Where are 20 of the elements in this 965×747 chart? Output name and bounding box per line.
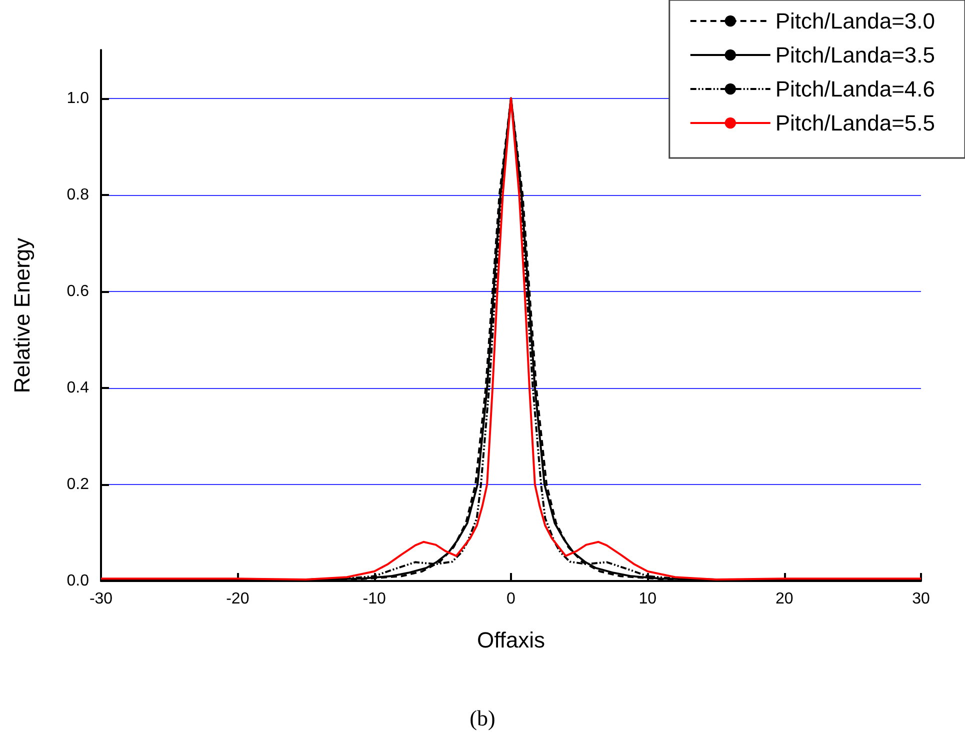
y-tick-label: 0.6 xyxy=(66,282,90,300)
x-axis-title: Offaxis xyxy=(476,628,546,652)
legend-label: Pitch/Landa=3.5 xyxy=(775,42,936,68)
y-tick-label: 0.2 xyxy=(66,476,90,493)
legend-label: Pitch/Landa=3.0 xyxy=(775,8,936,34)
x-tick-label: -30 xyxy=(89,590,113,608)
legend-label: Pitch/Landa=4.6 xyxy=(775,76,936,102)
y-tick-label: 1.0 xyxy=(66,90,90,107)
x-tick-label: -10 xyxy=(362,590,386,608)
text: (b) xyxy=(470,706,496,730)
x-tick-label: 0 xyxy=(506,590,516,608)
x-tick-label: -20 xyxy=(226,590,250,608)
x-tick-label: 20 xyxy=(775,590,794,608)
y-axis-title: Relative Energy xyxy=(10,238,34,394)
x-tick-label: 30 xyxy=(912,590,930,608)
legend-label: Pitch/Landa=5.5 xyxy=(775,110,936,136)
y-tick-label: 0.8 xyxy=(66,186,90,204)
x-tick-label: 10 xyxy=(638,590,657,608)
y-tick-label: 0.4 xyxy=(66,379,90,396)
y-tick-label: 0.0 xyxy=(66,572,90,590)
